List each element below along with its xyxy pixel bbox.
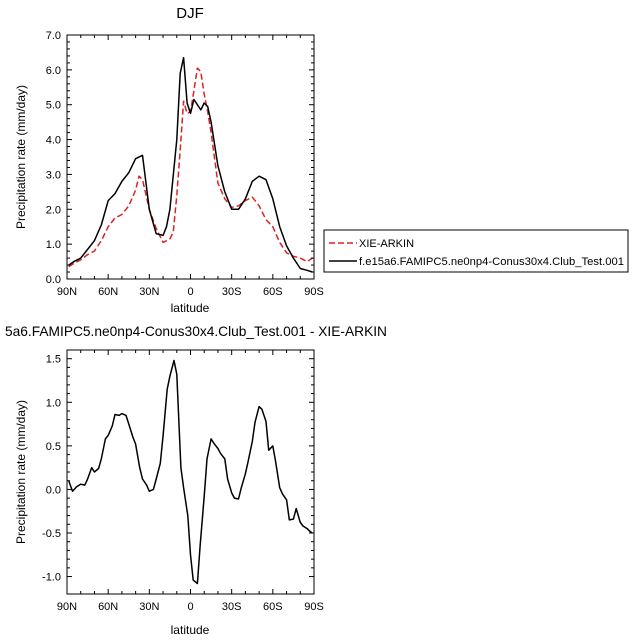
top-y-tick-label: 1.0 [46,239,61,251]
bottom-y-tick-label: -0.5 [42,528,61,540]
top-series-line-1 [68,56,313,273]
top-y-tick-label: 4.0 [46,135,61,147]
top-y-tick-label: 3.0 [46,169,61,181]
top-x-tick-label: 0 [187,286,193,298]
bottom-x-tick-label: 90N [57,601,77,613]
bottom-y-axis: -1.0 -0.5 0.0 0.5 1.0 1.5 [42,354,314,584]
top-x-tick-label: 30S [222,286,242,298]
legend-label-model: f.e15a6.FAMIPC5.ne0np4-Conus30x4.Club_Te… [359,256,624,268]
top-series-lines [68,56,313,273]
bottom-x-tick-label: 60N [98,601,118,613]
bottom-x-tick-label: 60S [263,601,283,613]
top-x-tick-label: 90S [304,286,324,298]
top-x-tick-label: 30N [139,286,159,298]
top-x-tick-label: 60S [263,286,283,298]
top-x-axis-label: latitude [171,301,210,315]
bottom-y-axis-label: Precipitation rate (mm/day) [14,400,28,544]
bottom-y-tick-label: 1.5 [46,354,61,366]
bottom-y-tick-label: 0.5 [46,441,61,453]
bottom-y-tick-label: -1.0 [42,572,61,584]
top-y-tick-label: 5.0 [46,100,61,112]
top-y-tick-label: 6.0 [46,65,61,77]
top-x-axis: 90N 60N 30N 0 30S 60S 90S [57,35,324,298]
legend-box [323,229,629,273]
top-panel: DJF 90N 60N 30N 0 30S 60S 90S 0.0 1.0 2.0 3.0 4.0 5… [14,5,324,315]
top-y-axis-label: Precipitation rate (mm/day) [14,85,28,229]
top-series-line-0 [68,67,313,268]
bottom-y-tick-label: 0.0 [46,484,61,496]
legend: XIE-ARKIN f.e15a6.FAMIPC5.ne0np4-Conus30… [323,229,629,273]
bottom-panel: 5a6.FAMIPC5.ne0np4-Conus30x4.Club_Test.0… [5,323,387,637]
top-y-tick-label: 2.0 [46,204,61,216]
top-y-tick-label: 7.0 [46,30,61,42]
bottom-x-tick-label: 30S [222,601,242,613]
top-y-tick-label: 0.0 [46,274,61,286]
bottom-chart-title: 5a6.FAMIPC5.ne0np4-Conus30x4.Club_Test.0… [5,323,387,339]
top-plot-frame [66,34,315,280]
top-chart-title: DJF [176,5,204,22]
bottom-x-tick-label: 90S [304,601,324,613]
top-x-tick-label: 60N [98,286,118,298]
legend-label-xie-arkin: XIE-ARKIN [359,238,414,250]
top-x-tick-label: 90N [57,286,77,298]
bottom-x-axis-label: latitude [171,623,210,637]
top-y-axis: 0.0 1.0 2.0 3.0 4.0 5.0 6.0 7.0 [46,30,314,286]
bottom-x-tick-label: 30N [139,601,159,613]
bottom-x-axis: 90N 60N 30N 0 30S 60S 90S [57,350,324,613]
bottom-y-tick-label: 1.0 [46,397,61,409]
bottom-x-tick-label: 0 [187,601,193,613]
bottom-series-lines [67,359,313,585]
bottom-series-line-0 [67,359,313,585]
